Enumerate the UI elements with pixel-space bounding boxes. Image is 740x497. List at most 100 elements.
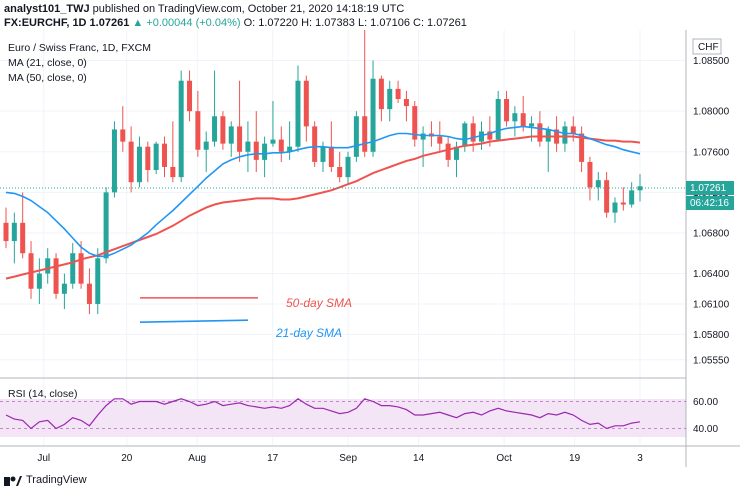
candle-body [629, 190, 635, 205]
countdown-tag [686, 196, 734, 210]
footer: TradingView [4, 474, 87, 486]
candle-body [395, 88, 401, 99]
price-tick-label: 1.08000 [693, 107, 730, 118]
candle-body [303, 80, 309, 127]
ma50-line [5, 135, 641, 280]
candle-body [103, 192, 109, 259]
sma21-reference-line [139, 319, 249, 324]
candle-body [36, 273, 42, 289]
rsi-legend[interactable]: RSI (14, close) [8, 388, 78, 400]
candle-body [136, 146, 142, 183]
price-tick-label: 1.05800 [693, 330, 730, 341]
candle-body [28, 253, 34, 289]
time-tick-label: Sep [339, 453, 357, 464]
candle-body [53, 258, 59, 294]
candle-body [595, 180, 601, 188]
rsi-band [0, 399, 686, 437]
symbol-label: FX:EURCHF, 1D 1.07261 [4, 17, 130, 29]
time-tick-label: Jul [37, 453, 50, 464]
rsi-axis: 60.00 40.00 [0, 397, 718, 435]
candle-body [504, 99, 510, 122]
candle-body [470, 123, 476, 142]
candle-body [161, 143, 168, 167]
candle-body [111, 129, 117, 193]
price-tick-label: 1.06800 [693, 228, 730, 239]
currency-badge[interactable] [692, 38, 722, 55]
candle-body [612, 202, 618, 213]
candle-body [370, 78, 376, 152]
symbol-header: FX:EURCHF, 1D 1.07261 ▲ +0.00044 (+0.04%… [4, 17, 467, 29]
candle-body [287, 146, 293, 152]
candle-body [262, 143, 268, 160]
candle-body [570, 126, 576, 134]
candle-body [253, 141, 259, 160]
brand-name[interactable]: TradingView [26, 474, 87, 486]
candle-body [562, 126, 568, 144]
candle-body [70, 253, 76, 284]
candle-body [529, 123, 535, 127]
author-name[interactable]: analyst101_TWJ [4, 3, 90, 15]
candle-body [579, 133, 585, 162]
time-tick-label: Oct [496, 453, 512, 464]
price-tick-label: 1.06400 [693, 269, 730, 280]
time-tick-label: 19 [569, 453, 581, 464]
candle-body [604, 180, 610, 213]
candle-body [220, 116, 226, 144]
candle-body [20, 222, 26, 254]
sma21-annotation: 21-day SMA [275, 326, 342, 340]
candle-body [228, 126, 234, 144]
candle-body [320, 146, 326, 162]
chart-title: Euro / Swiss Franc, 1D, FXCM [8, 42, 151, 54]
candle-body [237, 126, 243, 152]
candle-body [245, 141, 251, 152]
candle-body [328, 146, 334, 167]
price-axis: 1.085001.080001.076001.072001.068001.064… [693, 56, 730, 366]
candle-body [312, 126, 318, 162]
rsi-tick-label: 40.00 [693, 424, 718, 435]
candle-body [153, 143, 159, 171]
tradingview-logo-icon [4, 476, 22, 486]
candle-body [270, 139, 276, 144]
candle-body [86, 283, 92, 304]
ohlc-values: O: 1.07220 H: 1.07383 L: 1.07106 C: 1.07… [243, 17, 467, 29]
candle-body [11, 222, 17, 242]
candle-body [195, 111, 201, 150]
candle-body [212, 116, 218, 142]
price-tick-label: 1.07600 [693, 147, 730, 158]
candle-body [403, 99, 409, 107]
candle-body [128, 141, 134, 183]
candle-body [387, 88, 393, 110]
candle-body [412, 106, 418, 140]
currency-label: CHF [698, 42, 719, 53]
ma50-legend[interactable]: MA (50, close, 0) [8, 72, 87, 84]
candle-body [95, 258, 101, 304]
candle-body [178, 80, 184, 178]
candle-body [537, 123, 543, 142]
rsi-line [5, 398, 641, 430]
time-axis: Jul 20 Aug 17 Sep 14 Oct 19 3 [37, 453, 643, 464]
ma21-legend[interactable]: MA (21, close, 0) [8, 57, 87, 69]
candlestick-series [3, 30, 643, 315]
price-tick-label: 1.08500 [693, 56, 730, 67]
publish-info: published on TradingView.com, October 21… [92, 3, 405, 15]
candle-body [78, 253, 84, 284]
price-change: ▲ +0.00044 (+0.04%) [132, 17, 241, 29]
candle-body [462, 123, 468, 147]
candle-body [487, 131, 493, 140]
time-tick-label: 3 [637, 453, 643, 464]
last-price-label: 1.07261 [690, 183, 727, 194]
time-tick-label: Aug [188, 453, 206, 464]
candle-body [478, 131, 485, 142]
rsi-tick-label: 60.00 [693, 397, 718, 408]
publish-header: analyst101_TWJ published on TradingView.… [4, 3, 404, 15]
countdown-label: 06:42:16 [690, 198, 729, 209]
candle-body [620, 202, 626, 205]
last-price-tag [686, 181, 734, 195]
candle-body [362, 116, 368, 152]
candle-body [295, 80, 301, 147]
price-chart[interactable]: 1.085001.080001.076001.072001.068001.064… [0, 30, 740, 467]
price-tick-label: 1.06100 [693, 299, 730, 310]
time-tick-label: 14 [413, 453, 425, 464]
candle-body [120, 129, 126, 142]
